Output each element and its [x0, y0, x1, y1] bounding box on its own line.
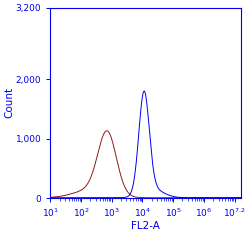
Y-axis label: Count: Count: [4, 87, 14, 118]
X-axis label: FL2-A: FL2-A: [131, 221, 160, 231]
